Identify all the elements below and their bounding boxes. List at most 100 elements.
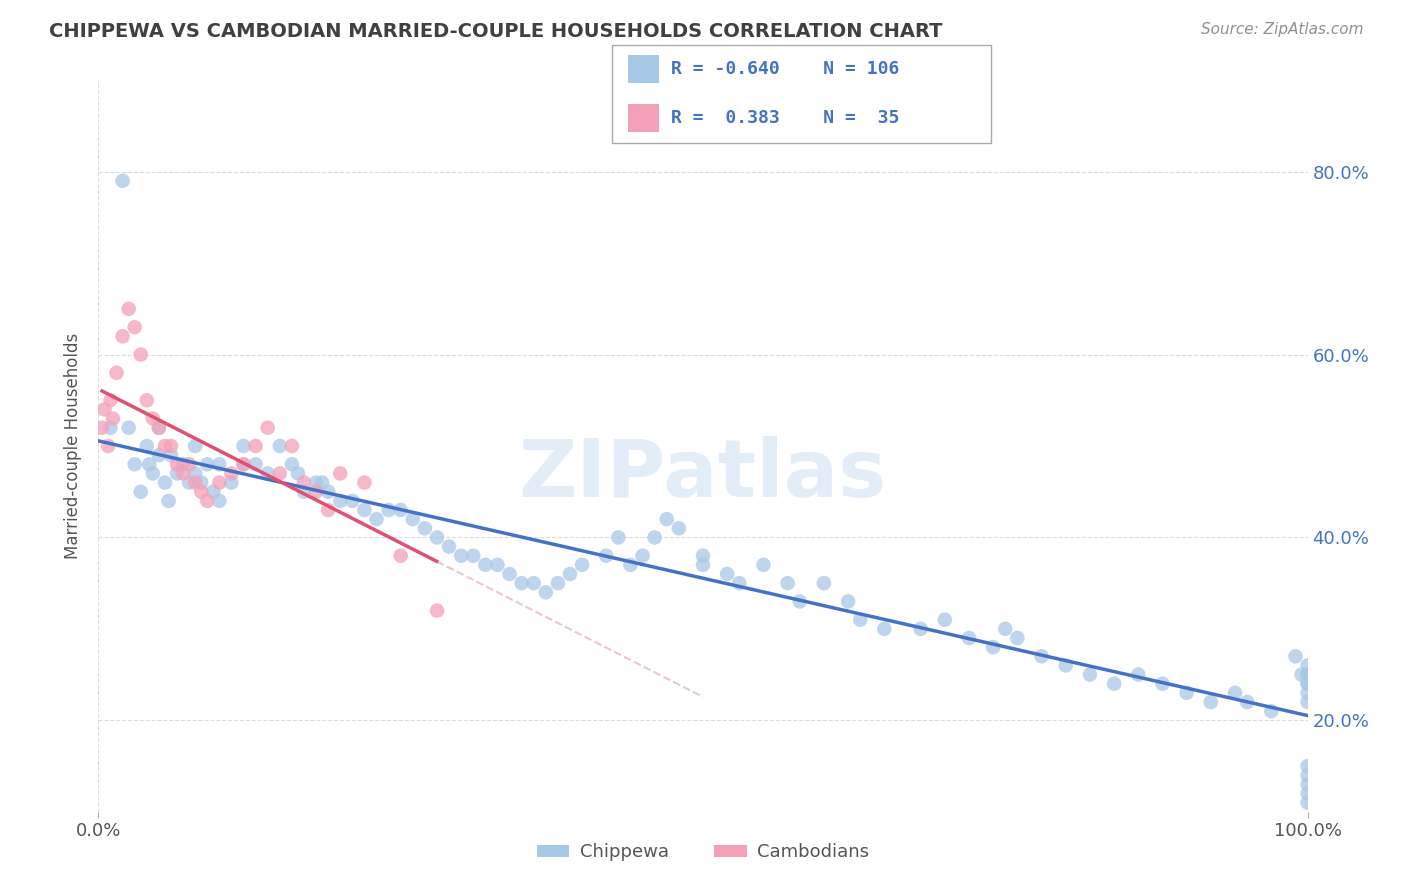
Point [402, 512, 425, 526]
Point [366, 512, 388, 526]
Point [1054, 658, 1077, 673]
Point [1260, 704, 1282, 718]
Point [837, 594, 859, 608]
Point [789, 594, 811, 608]
Point [221, 467, 243, 481]
Point [523, 576, 546, 591]
Point [245, 439, 267, 453]
Point [281, 439, 304, 453]
Point [138, 457, 160, 471]
Point [118, 421, 141, 435]
Point [1175, 686, 1198, 700]
Point [195, 494, 218, 508]
Point [245, 457, 267, 471]
Point [100, 393, 122, 408]
Point [281, 457, 304, 471]
Point [179, 457, 201, 471]
Point [101, 411, 124, 425]
Point [1031, 649, 1053, 664]
Point [172, 467, 194, 481]
Point [558, 567, 581, 582]
Point [1152, 676, 1174, 690]
Point [1296, 787, 1319, 801]
Point [1223, 686, 1246, 700]
Point [142, 411, 165, 425]
Point [463, 549, 485, 563]
Point [160, 448, 183, 462]
Point [105, 366, 128, 380]
Point [474, 558, 496, 572]
Point [148, 448, 170, 462]
Point [142, 467, 165, 481]
Point [728, 576, 751, 591]
Point [1296, 667, 1319, 681]
Text: ZIPatlas: ZIPatlas [519, 436, 887, 515]
Point [311, 475, 333, 490]
Point [148, 421, 170, 435]
Point [994, 622, 1017, 636]
Point [269, 439, 291, 453]
Point [256, 421, 278, 435]
Point [1236, 695, 1258, 709]
Point [631, 549, 654, 563]
Point [571, 558, 593, 572]
Point [692, 558, 714, 572]
Point [510, 576, 533, 591]
Point [1296, 676, 1319, 690]
Point [208, 475, 231, 490]
Point [91, 421, 114, 435]
Point [426, 530, 449, 544]
Point [1007, 631, 1029, 645]
Point [547, 576, 569, 591]
Point [287, 467, 309, 481]
Point [607, 530, 630, 544]
Y-axis label: Married-couple Households: Married-couple Households [65, 333, 83, 559]
Point [1102, 676, 1125, 690]
Point [153, 439, 176, 453]
Point [195, 457, 218, 471]
Point [124, 457, 146, 471]
Point [752, 558, 775, 572]
Point [498, 567, 520, 582]
Point [1284, 649, 1306, 664]
Point [849, 613, 872, 627]
Point [1296, 676, 1319, 690]
Point [166, 467, 188, 481]
Point [153, 475, 176, 490]
Point [305, 475, 328, 490]
Point [776, 576, 799, 591]
Point [534, 585, 557, 599]
Point [135, 439, 157, 453]
Point [208, 494, 231, 508]
Point [256, 467, 278, 481]
Point [1296, 768, 1319, 782]
Point [329, 467, 352, 481]
Point [1199, 695, 1222, 709]
Text: R = -0.640    N = 106: R = -0.640 N = 106 [671, 60, 898, 78]
Point [316, 484, 339, 499]
Point [1296, 695, 1319, 709]
Point [208, 457, 231, 471]
Point [292, 475, 315, 490]
Point [184, 439, 207, 453]
Point [1078, 667, 1101, 681]
Point [813, 576, 835, 591]
Point [172, 457, 194, 471]
Point [148, 421, 170, 435]
Text: CHIPPEWA VS CAMBODIAN MARRIED-COUPLE HOUSEHOLDS CORRELATION CHART: CHIPPEWA VS CAMBODIAN MARRIED-COUPLE HOU… [49, 22, 942, 41]
Point [111, 329, 134, 343]
Point [595, 549, 617, 563]
Point [1296, 686, 1319, 700]
Point [1296, 667, 1319, 681]
Point [305, 484, 328, 499]
Text: Source: ZipAtlas.com: Source: ZipAtlas.com [1201, 22, 1364, 37]
Point [232, 439, 254, 453]
Point [981, 640, 1004, 655]
Point [160, 439, 183, 453]
Point [910, 622, 932, 636]
Point [1128, 667, 1150, 681]
Point [342, 494, 364, 508]
Point [179, 475, 201, 490]
Point [1296, 658, 1319, 673]
Point [329, 494, 352, 508]
